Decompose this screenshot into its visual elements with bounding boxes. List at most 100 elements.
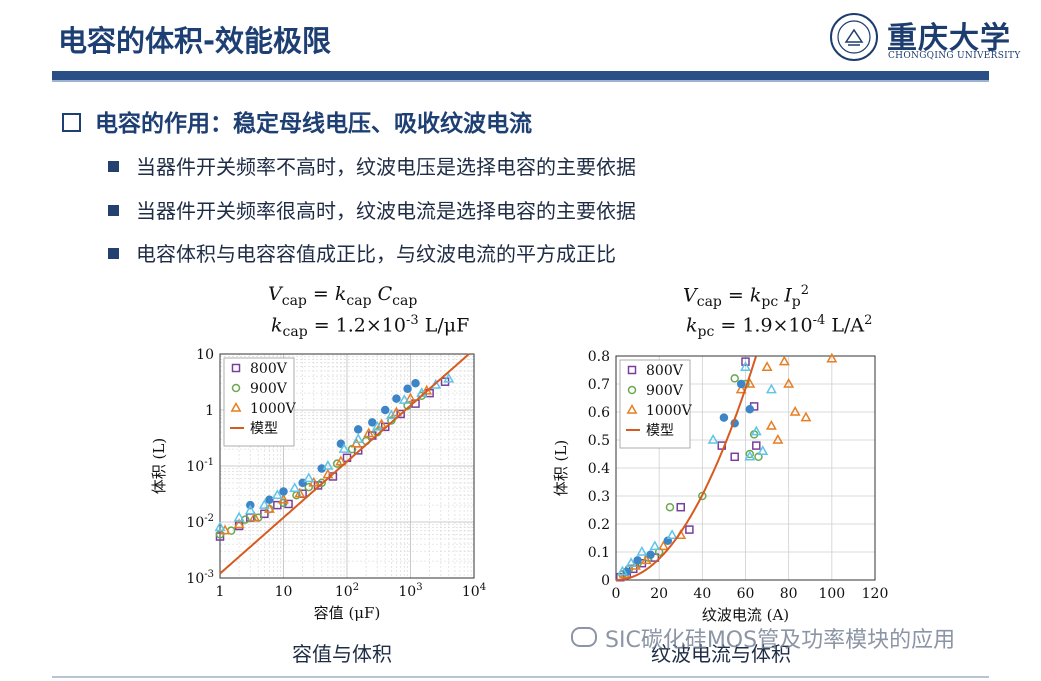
- watermark-text: SIC碳化硅MOS管及功率模块的应用: [605, 628, 956, 653]
- data-point: [411, 379, 420, 388]
- y-axis-label: 体积 (L): [150, 438, 168, 494]
- bullet-text-1: 当器件开关频率不高时，纹波电压是选择电容的主要依据: [136, 155, 636, 179]
- y-tick-label: 0.5: [588, 433, 610, 449]
- data-point: [685, 525, 694, 534]
- data-point: [752, 441, 761, 450]
- data-point: [719, 413, 729, 422]
- legend-entry: 900V: [646, 383, 684, 399]
- right-formula-main: Vcap = kpc Ip2: [683, 283, 810, 311]
- data-point: [789, 405, 801, 416]
- legend-marker: [627, 385, 637, 395]
- legend-marker: [231, 363, 241, 373]
- x-tick-label: 1: [216, 584, 225, 600]
- legend: 800V 900V 1000V 模型: [223, 357, 297, 447]
- data-point: [765, 383, 777, 394]
- data-point: [260, 509, 269, 519]
- data-point: [765, 419, 777, 430]
- header-bar-accent: [52, 80, 989, 82]
- bullet-text-3: 电容体积与电容容值成正比，与纹波电流的平方成正比: [136, 242, 616, 266]
- legend-entry: 800V: [250, 361, 288, 377]
- logo-english-name: CHONGQING UNIVERSITY: [888, 51, 1021, 61]
- data-point: [629, 559, 641, 570]
- data-point: [676, 502, 685, 512]
- data-point: [385, 409, 397, 420]
- data-point: [241, 515, 250, 524]
- data-point: [745, 404, 755, 414]
- data-point: [707, 433, 719, 444]
- y-tick-label: 10-2: [186, 513, 214, 531]
- series-triangle-cyan: [616, 361, 777, 576]
- data-point: [233, 518, 245, 529]
- data-point: [757, 445, 769, 455]
- data-point: [740, 361, 751, 371]
- logo-chinese-name: 重庆大学: [887, 21, 1011, 56]
- x-tick-label: 102: [335, 582, 359, 600]
- bullet-1: 当器件开关频率不高时，纹波电压是选择电容的主要依据: [108, 151, 636, 180]
- data-point: [735, 383, 747, 394]
- y-tick-label: 0.3: [588, 489, 610, 505]
- data-point: [800, 411, 812, 422]
- model-curve: [616, 356, 757, 581]
- x-axis-label: 纹波电流 (A): [702, 606, 789, 624]
- data-point: [443, 372, 455, 383]
- footer-rule: [52, 676, 989, 678]
- legend-box: [619, 359, 691, 449]
- series-circle-filled-blue: [622, 379, 755, 576]
- x-tick-label: 60: [737, 586, 755, 602]
- data-point: [398, 394, 410, 404]
- header-bar: [52, 71, 989, 80]
- data-point: [214, 521, 226, 532]
- y-tick-label: 1: [205, 403, 214, 419]
- data-point: [778, 355, 790, 366]
- data-point: [730, 452, 739, 462]
- data-point: [658, 540, 669, 551]
- data-point: [368, 418, 377, 427]
- data-point: [265, 495, 274, 504]
- data-point: [244, 504, 256, 515]
- data-point: [371, 420, 383, 431]
- bullet-text-2: 当器件开关频率很高时，纹波电流是选择电容的主要依据: [136, 199, 636, 223]
- data-point: [390, 406, 402, 417]
- data-point: [332, 459, 342, 468]
- data-point: [730, 374, 739, 383]
- data-point: [646, 550, 655, 560]
- data-point: [233, 511, 245, 522]
- data-point: [376, 418, 388, 429]
- y-tick-label: 0.6: [588, 405, 610, 421]
- legend-entry: 1000V: [646, 403, 693, 419]
- legend: 800V 900V 1000V 模型: [619, 359, 693, 449]
- data-point: [744, 450, 756, 461]
- y-axis-label: 体积 (L): [552, 440, 570, 496]
- right-chart-caption: 纹波电流与体积: [651, 642, 791, 666]
- data-point: [284, 499, 293, 509]
- y-tick-label: 0.4: [588, 461, 610, 477]
- bullet-2: 当器件开关频率很高时，纹波电流是选择电容的主要依据: [108, 195, 636, 224]
- y-tick-label: 0.7: [588, 377, 610, 393]
- data-point: [258, 499, 270, 509]
- x-tick-label: 0: [612, 586, 621, 602]
- bullet-3: 电容体积与电容容值成正比，与纹波电流的平方成正比: [108, 238, 616, 267]
- x-tick-label: 104: [462, 582, 486, 600]
- section-heading-text: 电容的作用：稳定母线电压、吸收纹波电流: [95, 111, 532, 137]
- legend-marker: [231, 383, 241, 393]
- data-point: [303, 472, 315, 483]
- y-tick-label: 10-3: [186, 569, 214, 587]
- x-tick-label: 10: [275, 584, 293, 600]
- data-point: [745, 449, 755, 459]
- x-tick-label: 100: [818, 586, 845, 602]
- x-tick-label: 40: [693, 586, 711, 602]
- x-tick-label: 120: [862, 586, 889, 602]
- data-point: [353, 425, 363, 434]
- data-point: [826, 352, 838, 363]
- data-point: [625, 557, 637, 567]
- data-point: [665, 502, 675, 512]
- legend-marker: [627, 365, 637, 375]
- left-formula-coefficient: kcap = 1.2×10-3 L/μF: [271, 313, 470, 341]
- legend-entry: 模型: [250, 421, 278, 437]
- capacitance-volume-chart: 1 10 102 103 104 10-3 10-2 10-1 1 10 容值 (μF) 体积 (L)…: [150, 347, 486, 622]
- data-point: [761, 361, 773, 371]
- square-bullet-icon: [108, 161, 119, 172]
- data-point: [633, 556, 642, 565]
- data-point: [317, 478, 326, 488]
- x-tick-label: 103: [398, 582, 422, 600]
